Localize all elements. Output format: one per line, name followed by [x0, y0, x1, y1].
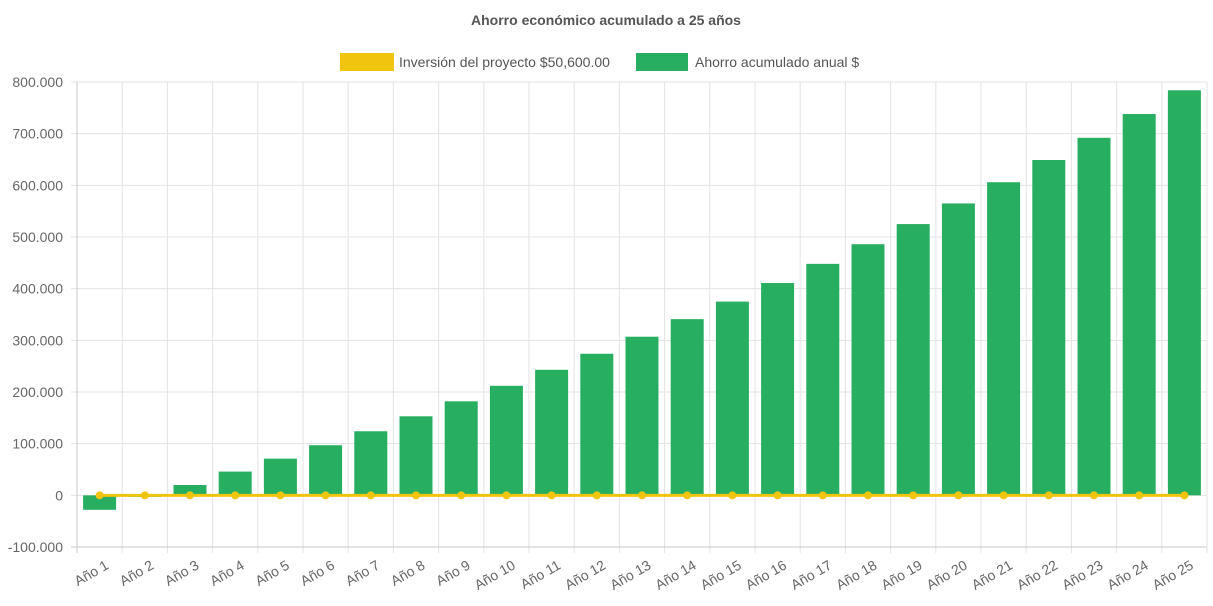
y-tick-label: 200.000: [12, 384, 63, 400]
bar-ahorro-20[interactable]: [941, 203, 975, 496]
x-tick-label: Año 1: [71, 557, 111, 589]
bar-ahorro-8[interactable]: [399, 416, 433, 496]
chart-title: Ahorro económico acumulado a 25 años: [471, 12, 741, 28]
legend-item-savings[interactable]: Ahorro acumulado anual $: [636, 53, 859, 71]
bar-ahorro-7[interactable]: [354, 431, 388, 496]
legend: Inversión del proyecto $50,600.00 Ahorro…: [340, 53, 859, 71]
x-tick-label: Año 23: [1059, 557, 1106, 593]
point-inversion-18[interactable]: [864, 491, 872, 500]
point-inversion-10[interactable]: [502, 491, 511, 500]
point-inversion-22[interactable]: [1044, 491, 1053, 500]
bar-ahorro-1[interactable]: [83, 495, 117, 510]
bar-ahorro-15[interactable]: [715, 301, 749, 496]
x-tick-label: Año 20: [923, 557, 970, 593]
point-inversion-23[interactable]: [1090, 491, 1098, 500]
bar-ahorro-18[interactable]: [851, 244, 885, 496]
x-tick-label: Año 9: [433, 557, 473, 589]
x-tick-label: Año 17: [788, 557, 835, 593]
x-tick-label: Año 22: [1014, 557, 1061, 593]
x-tick-label: Año 19: [878, 557, 925, 593]
y-tick-label: 500.000: [12, 229, 63, 245]
x-tick-label: Año 7: [343, 557, 383, 589]
x-tick-label: Año 18: [833, 557, 880, 593]
point-inversion-15[interactable]: [728, 491, 737, 500]
bar-ahorro-12[interactable]: [580, 353, 614, 496]
point-inversion-13[interactable]: [638, 491, 646, 500]
y-tick-label: 700.000: [12, 126, 63, 142]
bar-ahorro-17[interactable]: [806, 263, 840, 496]
x-tick-label: Año 3: [162, 557, 202, 589]
point-inversion-24[interactable]: [1135, 491, 1144, 500]
legend-label-investment: Inversión del proyecto $50,600.00: [399, 54, 610, 70]
y-tick-label: -100.000: [8, 539, 63, 555]
x-tick-label: Año 16: [743, 557, 790, 593]
point-inversion-1[interactable]: [95, 491, 104, 500]
point-inversion-19[interactable]: [909, 491, 918, 500]
bar-ahorro-10[interactable]: [489, 385, 523, 496]
point-inversion-14[interactable]: [683, 491, 692, 500]
bar-ahorro-9[interactable]: [444, 401, 478, 496]
bar-ahorro-23[interactable]: [1077, 137, 1111, 496]
bar-ahorro-4[interactable]: [218, 471, 252, 496]
y-axis-ticks: -100.000 0 100.000 200.000 300.000 400.000 500…: [8, 74, 63, 555]
x-tick-label: Año 14: [652, 557, 699, 593]
legend-label-savings: Ahorro acumulado anual $: [695, 54, 859, 70]
x-tick-label: Año 11: [518, 557, 564, 593]
x-tick-label: Año 15: [697, 557, 744, 593]
bars-group: [83, 90, 1201, 510]
point-inversion-5[interactable]: [276, 491, 285, 500]
legend-swatch-investment: [340, 53, 394, 71]
x-axis-ticks: Año 1 Año 2 Año 3 Año 4 Año 5 Año 6 Año 7 Año 8…: [71, 557, 1196, 593]
x-tick-label: Año 6: [297, 557, 337, 589]
point-inversion-6[interactable]: [321, 491, 330, 500]
bar-ahorro-13[interactable]: [625, 336, 659, 496]
point-inversion-7[interactable]: [366, 491, 375, 500]
y-tick-label: 100.000: [12, 436, 63, 452]
point-inversion-2[interactable]: [140, 491, 149, 500]
bar-ahorro-19[interactable]: [896, 224, 930, 496]
bar-ahorro-25[interactable]: [1167, 90, 1201, 496]
bar-ahorro-24[interactable]: [1122, 114, 1156, 496]
y-tick-label: 0: [55, 487, 63, 503]
x-tick-label: Año 4: [207, 557, 247, 589]
x-tick-label: Año 12: [562, 557, 609, 593]
bar-ahorro-3[interactable]: [173, 485, 207, 496]
x-tick-label: Año 13: [607, 557, 654, 593]
bar-ahorro-22[interactable]: [1032, 160, 1066, 496]
point-inversion-11[interactable]: [547, 491, 556, 500]
y-tick-label: 600.000: [12, 177, 63, 193]
point-inversion-9[interactable]: [457, 491, 466, 500]
point-inversion-8[interactable]: [412, 491, 420, 500]
bar-ahorro-14[interactable]: [670, 319, 704, 496]
x-tick-label: Año 8: [388, 557, 428, 589]
legend-item-investment[interactable]: Inversión del proyecto $50,600.00: [340, 53, 610, 71]
x-tick-label: Año 5: [252, 557, 292, 589]
legend-swatch-savings: [636, 53, 688, 71]
x-tick-label: Año 25: [1149, 557, 1196, 593]
bar-ahorro-5[interactable]: [263, 458, 297, 496]
x-tick-label: Año 21: [969, 557, 1016, 593]
point-inversion-20[interactable]: [954, 491, 963, 500]
point-inversion-4[interactable]: [231, 491, 240, 500]
point-inversion-16[interactable]: [773, 491, 782, 500]
line-series-group: [95, 491, 1189, 500]
point-inversion-12[interactable]: [592, 491, 601, 500]
bar-ahorro-16[interactable]: [761, 282, 795, 496]
y-tick-label: 400.000: [12, 281, 63, 297]
y-tick-label: 300.000: [12, 332, 63, 348]
point-inversion-25[interactable]: [1180, 491, 1189, 500]
bar-ahorro-6[interactable]: [309, 445, 343, 496]
y-tick-label: 800.000: [12, 74, 63, 90]
bar-ahorro-21[interactable]: [987, 182, 1021, 496]
point-inversion-21[interactable]: [999, 491, 1008, 500]
grid-lines: [71, 81, 1208, 553]
point-inversion-3[interactable]: [186, 491, 194, 500]
x-tick-label: Año 2: [117, 557, 157, 589]
x-tick-label: Año 10: [471, 557, 518, 593]
x-tick-label: Año 24: [1104, 557, 1151, 593]
bar-ahorro-11[interactable]: [535, 369, 569, 496]
point-inversion-17[interactable]: [818, 491, 827, 500]
